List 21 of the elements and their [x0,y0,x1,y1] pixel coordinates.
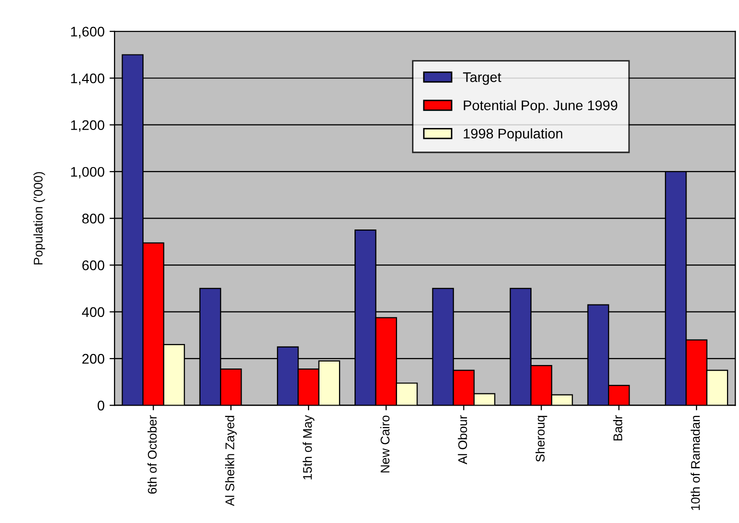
y-tick-label: 1,600 [71,26,104,38]
x-tick-label: 10th of Ramadan [690,416,700,510]
legend-label: Target [463,72,502,85]
y-tick-label: 200 [82,354,104,364]
legend-label: Potential Pop. June 1999 [464,100,618,114]
y-axis-title: Population ('000) [33,172,46,264]
y-tick-label: 600 [82,260,104,270]
y-tick-label: 800 [82,214,104,224]
x-tick-label: Al Sheikh Zayed [225,416,237,506]
x-tick-label: Al Obour [458,415,468,464]
x-tick-label: 6th of October [148,415,157,494]
y-tick-label: 1,400 [71,73,104,85]
x-tick-label: New Cairo [380,416,390,472]
y-tick-label: 0 [98,400,104,410]
x-tick-label: Sherouq [535,416,548,462]
x-tick-label: 15th of May [302,415,314,480]
x-tick-label: Badr [613,415,622,440]
y-tick-label: 1,200 [71,120,104,132]
y-tick-label: 400 [82,307,104,318]
y-tick-label: 1,000 [71,166,104,178]
legend-label: 1998 Population [464,128,562,142]
